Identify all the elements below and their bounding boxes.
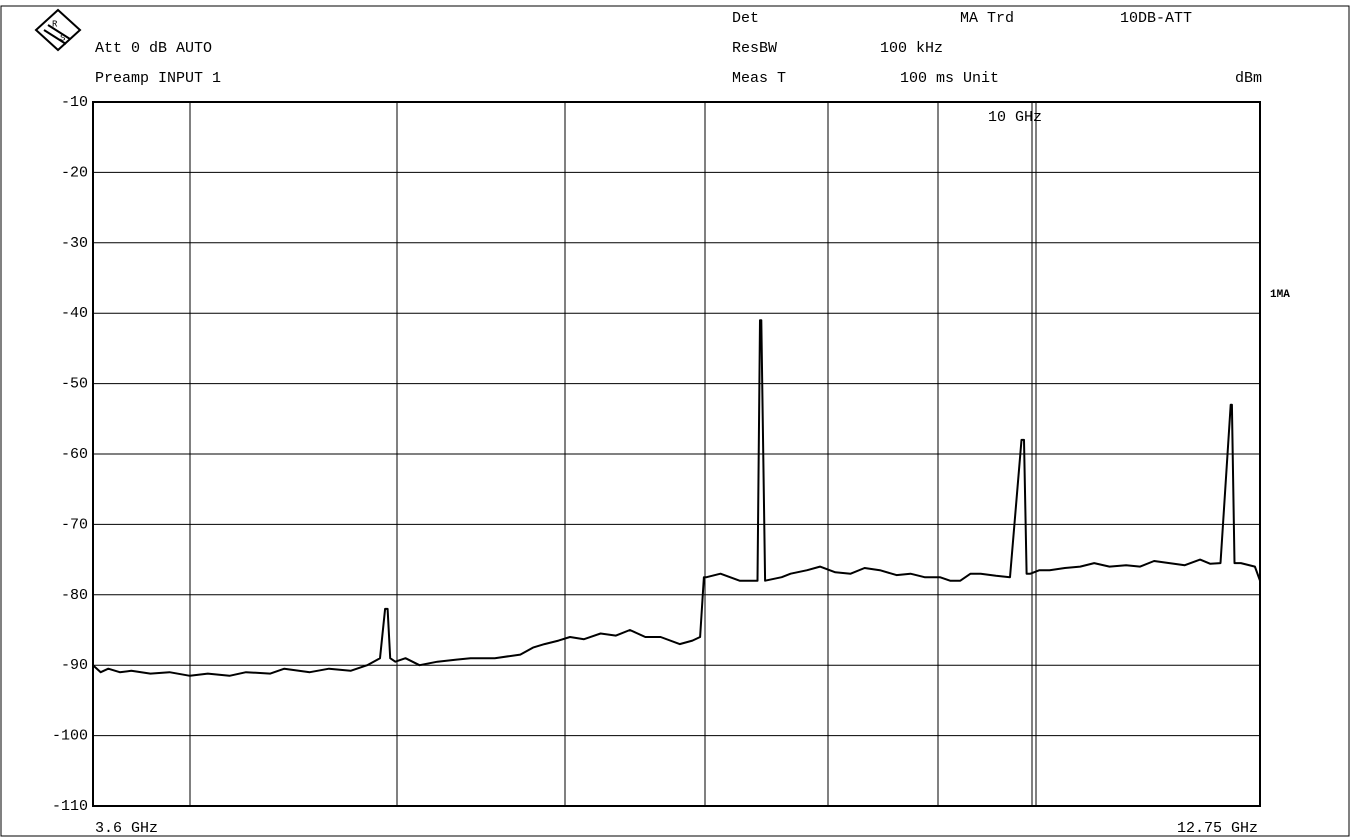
preamp-label: Preamp INPUT 1 bbox=[95, 70, 221, 87]
y-tick-label: -30 bbox=[61, 235, 88, 252]
y-tick-label: -110 bbox=[52, 798, 88, 815]
y-tick-label: -100 bbox=[52, 728, 88, 745]
y-tick-label: -60 bbox=[61, 446, 88, 463]
svg-text:R: R bbox=[52, 19, 58, 29]
meas-label: Meas T bbox=[732, 70, 786, 87]
trace-label: 1MA bbox=[1270, 289, 1290, 301]
x-tick-label: 3.6 GHz bbox=[95, 820, 158, 837]
resbw-value: 100 kHz bbox=[880, 40, 943, 57]
y-tick-label: -10 bbox=[61, 94, 88, 111]
marker-label: 10 GHz bbox=[988, 109, 1042, 126]
x-tick-label: 12.75 GHz bbox=[1177, 820, 1258, 837]
trd-label: MA Trd bbox=[960, 10, 1014, 27]
svg-text:S: S bbox=[60, 33, 65, 43]
att-mode: 10DB-ATT bbox=[1120, 10, 1192, 27]
y-tick-label: -90 bbox=[61, 657, 88, 674]
y-tick-label: -20 bbox=[61, 164, 88, 181]
y-tick-label: -40 bbox=[61, 305, 88, 322]
att-label: Att 0 dB AUTO bbox=[95, 40, 212, 57]
det-label: Det bbox=[732, 10, 759, 27]
logo: R S bbox=[34, 8, 82, 52]
y-tick-label: -70 bbox=[61, 516, 88, 533]
screen-border bbox=[0, 5, 1350, 837]
y-tick-label: -80 bbox=[61, 587, 88, 604]
meas-value: 100 ms Unit bbox=[900, 70, 999, 87]
trace bbox=[92, 319, 1261, 677]
unit-label: dBm bbox=[1235, 70, 1262, 87]
y-tick-label: -50 bbox=[61, 376, 88, 393]
resbw-label: ResBW bbox=[732, 40, 777, 57]
